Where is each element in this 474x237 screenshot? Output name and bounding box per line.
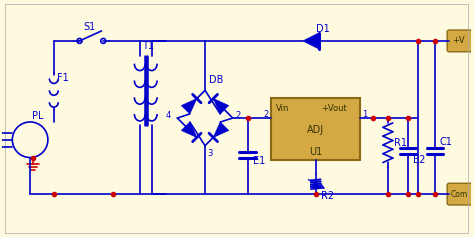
FancyBboxPatch shape: [447, 183, 473, 205]
FancyBboxPatch shape: [447, 30, 473, 52]
Polygon shape: [182, 122, 197, 137]
FancyBboxPatch shape: [271, 98, 360, 160]
Text: +Vout: +Vout: [321, 104, 346, 113]
Text: R2: R2: [321, 191, 334, 201]
Text: ADJ: ADJ: [307, 125, 324, 135]
Polygon shape: [303, 33, 319, 49]
Text: F1: F1: [57, 73, 69, 83]
Text: E1: E1: [254, 156, 266, 166]
Text: U1: U1: [309, 147, 322, 157]
Text: 4: 4: [165, 110, 171, 119]
Text: S1: S1: [83, 22, 96, 32]
Text: 3: 3: [207, 149, 212, 158]
Polygon shape: [213, 122, 228, 137]
Text: E2: E2: [412, 155, 425, 164]
Text: PL: PL: [32, 111, 44, 121]
Text: 1: 1: [362, 109, 367, 118]
Text: R1: R1: [394, 138, 407, 148]
Polygon shape: [213, 99, 228, 114]
Polygon shape: [182, 99, 197, 114]
Text: C1: C1: [439, 137, 452, 147]
Text: Vin: Vin: [276, 104, 290, 113]
Text: +V: +V: [452, 36, 465, 46]
Text: DB: DB: [209, 75, 223, 86]
Text: D1: D1: [316, 24, 329, 34]
Text: 2: 2: [264, 109, 269, 118]
Text: Com: Com: [451, 190, 468, 199]
Text: 2: 2: [236, 110, 241, 119]
Text: T1: T1: [142, 41, 154, 51]
